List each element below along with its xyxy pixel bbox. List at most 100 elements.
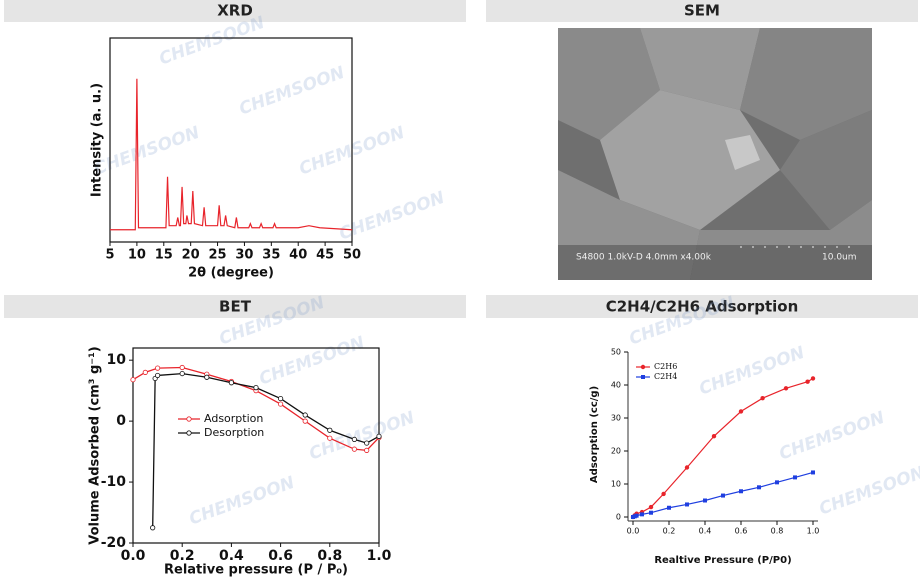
x-tick-label: 0.8 bbox=[317, 548, 342, 564]
legend-label: Adsorption bbox=[204, 412, 263, 425]
point bbox=[376, 433, 382, 439]
legend-marker bbox=[640, 364, 646, 370]
point bbox=[738, 409, 744, 414]
x-tick-label: 0.4 bbox=[219, 548, 244, 564]
legend-label: C2H4 bbox=[654, 372, 677, 381]
point bbox=[757, 485, 761, 490]
point bbox=[327, 435, 333, 441]
y-tick-label: -20 bbox=[101, 535, 127, 551]
point bbox=[142, 369, 148, 375]
x-tick-label: 40 bbox=[289, 248, 307, 263]
x-axis-label: Realtive Pressure (P/P0) bbox=[654, 555, 791, 566]
point bbox=[364, 447, 370, 453]
point bbox=[684, 465, 690, 470]
watermark: CHEMSOON bbox=[777, 408, 888, 465]
y-tick-label: 10 bbox=[611, 480, 621, 489]
y-axis-label: Volume Adsorbed (cm³ g⁻¹) bbox=[88, 346, 103, 545]
point bbox=[783, 386, 789, 391]
y-tick-label: 30 bbox=[611, 414, 621, 423]
panel-title: C2H4/C2H6 Adsorption bbox=[606, 298, 799, 316]
x-axis-label: Relative pressure (P / P₀) bbox=[164, 563, 348, 578]
point bbox=[775, 480, 779, 485]
header-bar bbox=[4, 295, 466, 318]
point bbox=[302, 418, 308, 424]
image-caption: S4800 1.0kV-D 4.0mm x4.00k bbox=[576, 253, 712, 263]
legend-label: C2H6 bbox=[654, 362, 677, 371]
point bbox=[634, 513, 639, 518]
header-bar bbox=[4, 0, 466, 22]
x-tick-label: 50 bbox=[343, 248, 361, 263]
y-tick-label: 20 bbox=[611, 447, 621, 456]
x-tick-label: 45 bbox=[316, 248, 334, 263]
watermark: CHEMSOON bbox=[817, 463, 920, 520]
point bbox=[667, 505, 671, 510]
header-bar bbox=[486, 295, 918, 318]
watermark: CHEMSOON bbox=[697, 343, 808, 400]
x-tick-label: 0.2 bbox=[663, 527, 676, 536]
point bbox=[253, 385, 259, 391]
point bbox=[277, 401, 284, 407]
point bbox=[351, 436, 357, 443]
point bbox=[302, 412, 308, 418]
x-tick-label: 0.6 bbox=[268, 548, 293, 564]
plot-frame bbox=[132, 347, 380, 544]
point bbox=[811, 470, 815, 475]
x-tick-label: 0.6 bbox=[735, 527, 748, 536]
point bbox=[130, 377, 136, 383]
point bbox=[793, 475, 797, 480]
x-tick-label: 0.0 bbox=[627, 527, 640, 536]
y-tick-label: 40 bbox=[611, 381, 621, 390]
point bbox=[661, 491, 666, 497]
sem-image: S4800 1.0kV-D 4.0mm x4.00k 10.0um bbox=[558, 28, 872, 280]
point bbox=[721, 493, 725, 498]
panel-title: BET bbox=[219, 298, 252, 316]
point bbox=[327, 427, 333, 433]
point bbox=[739, 489, 743, 494]
x-tick-label: 15 bbox=[155, 248, 173, 263]
x-tick-label: 5 bbox=[105, 248, 114, 263]
x-tick-label: 0.2 bbox=[170, 548, 195, 564]
point bbox=[685, 502, 689, 507]
point bbox=[179, 364, 185, 371]
y-axis-label: Intensity (a. u.) bbox=[90, 83, 105, 197]
y-tick-label: 10 bbox=[107, 352, 127, 368]
legend-marker bbox=[641, 375, 645, 379]
series-line bbox=[110, 78, 353, 231]
x-tick-label: 0.0 bbox=[121, 548, 146, 564]
legend-marker bbox=[186, 430, 192, 436]
y-tick-label: 0 bbox=[616, 513, 621, 522]
point bbox=[760, 396, 765, 401]
x-tick-label: 35 bbox=[262, 248, 280, 263]
point bbox=[648, 504, 654, 510]
y-tick-label: 50 bbox=[611, 348, 621, 357]
watermark: CHEMSOON bbox=[337, 188, 448, 245]
point bbox=[179, 370, 185, 377]
y-tick-label: -10 bbox=[101, 474, 127, 490]
x-tick-label: 25 bbox=[209, 248, 227, 263]
watermark: CHEMSOON bbox=[307, 408, 418, 465]
legend-marker bbox=[186, 416, 192, 422]
x-tick-label: 1.0 bbox=[807, 527, 820, 536]
scale-bar: 10.0um bbox=[822, 253, 857, 263]
point bbox=[703, 498, 707, 503]
point bbox=[805, 379, 810, 384]
point bbox=[204, 374, 210, 380]
point bbox=[150, 525, 156, 531]
panel-title: SEM bbox=[684, 2, 720, 20]
point bbox=[364, 440, 370, 446]
plot-frame bbox=[109, 37, 353, 243]
point bbox=[640, 512, 644, 517]
x-tick-label: 10 bbox=[128, 248, 146, 263]
point bbox=[711, 433, 717, 439]
x-tick-label: 0.8 bbox=[771, 527, 784, 536]
point bbox=[155, 365, 161, 371]
y-axis-label: Adsorption (cc/g) bbox=[589, 386, 600, 483]
point bbox=[351, 446, 357, 452]
point bbox=[277, 395, 284, 402]
x-tick-label: 1.0 bbox=[367, 548, 392, 564]
watermark: CHEMSOON bbox=[187, 473, 298, 530]
x-tick-label: 20 bbox=[182, 248, 200, 263]
watermark: CHEMSOON bbox=[237, 63, 348, 120]
header-bar bbox=[486, 0, 918, 22]
